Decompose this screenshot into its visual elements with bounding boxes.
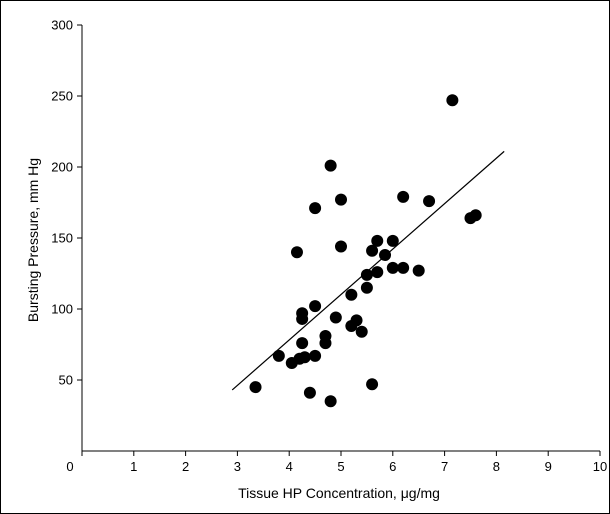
x-axis-title: Tissue HP Concentration, μg/mg xyxy=(238,485,440,501)
y-tick-label: 200 xyxy=(51,160,73,175)
data-point xyxy=(309,300,322,313)
data-point xyxy=(360,281,373,294)
data-point xyxy=(335,193,347,206)
y-tick-label: 150 xyxy=(51,231,73,246)
data-point xyxy=(397,190,410,203)
x-ticks: 0 1 2 3 4 5 6 7 8 9 10 xyxy=(66,451,607,474)
y-tick-label: 300 xyxy=(51,18,73,33)
data-point xyxy=(272,349,285,362)
data-point xyxy=(379,249,392,262)
data-point xyxy=(324,159,337,172)
x-tick-label: 7 xyxy=(441,459,448,474)
data-point xyxy=(371,234,384,247)
data-point xyxy=(423,195,436,208)
y-ticks: 50 100 150 200 250 300 xyxy=(51,18,82,388)
data-point xyxy=(366,378,379,391)
x-tick-label: 8 xyxy=(493,459,500,474)
data-point xyxy=(386,234,399,247)
data-point xyxy=(290,246,303,259)
data-point xyxy=(309,202,322,215)
x-tick-label: 6 xyxy=(389,459,396,474)
data-point xyxy=(296,312,309,325)
x-tick-label: 1 xyxy=(130,459,137,474)
x-tick-label: 4 xyxy=(286,459,293,474)
data-point xyxy=(446,94,459,107)
data-point xyxy=(412,264,425,277)
axes xyxy=(81,25,600,452)
y-tick-label: 250 xyxy=(51,89,73,104)
data-point xyxy=(355,325,368,338)
x-tick-label: 0 xyxy=(66,459,73,474)
data-points xyxy=(249,94,482,408)
x-tick-label: 10 xyxy=(593,459,607,474)
x-tick-label: 3 xyxy=(234,459,241,474)
data-point xyxy=(329,311,342,324)
data-point xyxy=(298,351,311,364)
data-point xyxy=(324,395,337,408)
data-point xyxy=(397,261,410,274)
data-point xyxy=(249,381,262,394)
data-point xyxy=(350,314,363,327)
data-point xyxy=(386,261,399,274)
data-point xyxy=(296,337,309,350)
data-point xyxy=(303,386,316,399)
data-point xyxy=(335,240,347,253)
x-tick-label: 2 xyxy=(182,459,189,474)
x-tick-label: 9 xyxy=(545,459,552,474)
data-point xyxy=(360,268,373,281)
data-point xyxy=(371,266,384,279)
x-tick-label: 5 xyxy=(337,459,344,474)
data-point xyxy=(319,337,332,350)
data-point xyxy=(366,244,379,257)
y-tick-label: 50 xyxy=(59,373,73,388)
y-axis-title: Bursting Pressure, mm Hg xyxy=(25,158,41,322)
y-tick-label: 100 xyxy=(51,302,73,317)
data-point xyxy=(309,349,322,362)
data-point xyxy=(345,288,358,301)
data-point xyxy=(469,209,482,222)
